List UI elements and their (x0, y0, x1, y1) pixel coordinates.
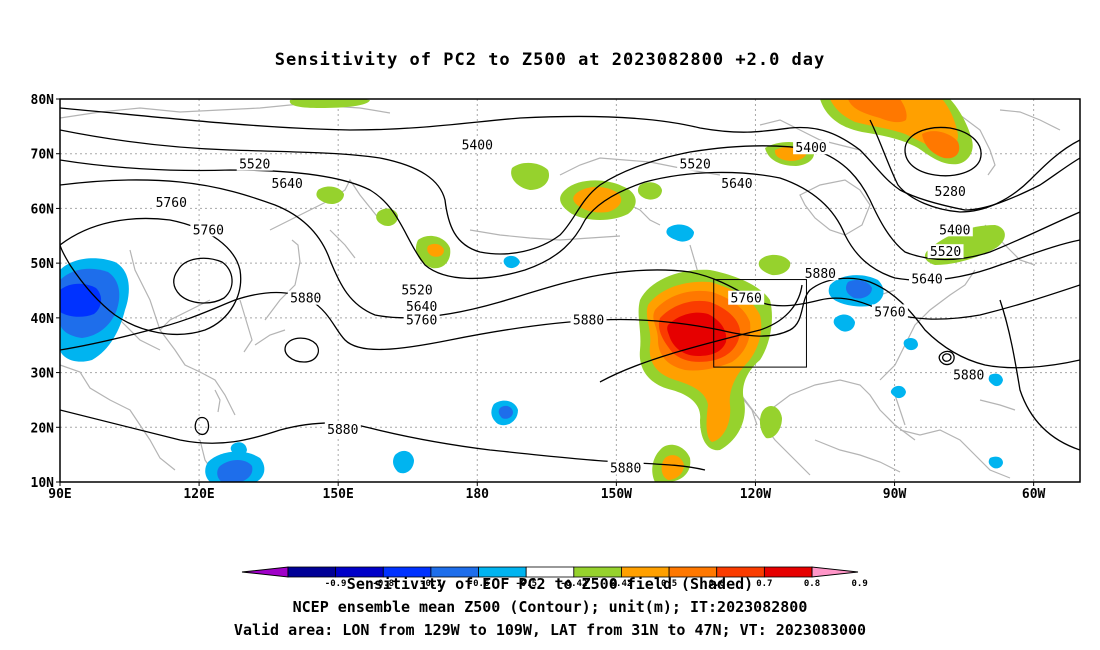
contour-label-bg (677, 156, 714, 171)
contour-label: 5880 (953, 368, 984, 383)
colorbar-label: 0.7 (756, 579, 772, 589)
contour-label: 5640 (406, 300, 437, 315)
contour-label-bg (950, 367, 987, 382)
contour-label: 5760 (731, 292, 762, 307)
colorbar (241, 566, 859, 578)
contour-label: 5880 (573, 314, 604, 329)
contour-label-bg (399, 282, 435, 297)
colorbar-label: 0.42 (611, 579, 633, 589)
footer-line-3: Valid area: LON from 129W to 109W, LAT f… (233, 621, 867, 639)
contour-label: 5880 (327, 423, 358, 438)
footer-line-2: NCEP ensemble mean Z500 (Contour); unit(… (292, 598, 808, 616)
contour-label: 5760 (406, 314, 437, 329)
lon-tick-label: 150W (601, 487, 632, 502)
colorbar-label: -0.7 (420, 579, 442, 589)
contour-label: 5520 (930, 245, 961, 260)
contour-label-bg (802, 266, 839, 281)
contour-label-bg (403, 298, 440, 313)
contour-label: 5520 (680, 158, 711, 173)
lon-tick-label: 180 (466, 487, 490, 502)
contour-label-bg (287, 290, 324, 305)
contour-label-bg (936, 222, 973, 237)
contour-label: 5760 (193, 223, 224, 238)
lat-tick-label: 50N (31, 257, 55, 272)
contour-label: 5400 (462, 139, 493, 154)
contour-label-bg (607, 460, 644, 475)
colorbar-label: -0.8 (372, 579, 394, 589)
colorbar-label: -0.5 (515, 579, 537, 589)
contour-label: 5640 (911, 273, 942, 288)
contour-label: 5760 (156, 196, 187, 211)
contour-label-bg (324, 422, 361, 437)
colorbar-label: 0.8 (804, 579, 820, 589)
contour-label-bg (236, 156, 273, 171)
sensitivity-shading (60, 99, 1005, 482)
valid-area-box (713, 279, 807, 368)
lat-tick-label: 80N (31, 93, 55, 108)
contour-label: 5880 (805, 267, 836, 282)
lon-tick-label: 90E (48, 487, 71, 502)
colorbar-label: -0.6 (468, 579, 490, 589)
lat-tick-label: 40N (31, 312, 55, 327)
contour-label-bg (932, 184, 969, 199)
lat-tick-label: 20N (31, 421, 55, 436)
contour-label: 5640 (721, 177, 752, 192)
contour-label: 5280 (935, 185, 966, 200)
contour-label: 5880 (610, 461, 641, 476)
contour-label: 5640 (272, 177, 303, 192)
contour-label-bg (459, 137, 496, 152)
colorbar-label: 0.6 (709, 579, 725, 589)
contour-label: 5880 (290, 292, 321, 307)
colorbar-label: 0.9 (852, 579, 868, 589)
contour-label-bg (269, 175, 306, 190)
contour-label: 5400 (939, 223, 970, 238)
map-frame (59, 98, 1081, 483)
longitude-labels: 90E 120E 150E 180 150W 120W 90W 60W (48, 482, 1046, 502)
contour-label: 5400 (795, 141, 826, 156)
colorbar-label: -0.9 (325, 579, 347, 589)
colorbar-label: -0.42 (560, 579, 587, 589)
contour-label-bg (909, 271, 945, 286)
contour-label-bg (190, 222, 227, 237)
contour-label-bg (793, 140, 830, 155)
lon-tick-label: 60W (1022, 487, 1046, 502)
lon-tick-label: 120E (183, 487, 214, 502)
contour-label-bg (871, 304, 908, 319)
contour-label-bg (728, 290, 765, 305)
colorbar-right-arrow (811, 566, 859, 578)
plot-title: Sensitivity of PC2 to Z500 at 2023082800… (274, 50, 826, 70)
lon-tick-label: 120W (740, 487, 771, 502)
colorbar-label: 0.5 (661, 579, 677, 589)
contour-label-bg (570, 312, 607, 327)
contour-label-bg (153, 194, 190, 209)
lat-tick-label: 60N (31, 202, 55, 217)
contour-label: 5760 (874, 305, 905, 320)
lat-tick-label: 10N (31, 476, 55, 491)
footer-line-1: Sensitivity of EOF PC2 to Z500 field (Sh… (346, 575, 754, 593)
map-frame-bg (60, 99, 1080, 482)
contour-label-bg (403, 312, 440, 327)
colorbar-labels: -0.9 -0.8 -0.7 -0.6 -0.5 -0.42 0.42 0.5 0.6 0.7 0.… (325, 579, 868, 589)
contour-label: 5520 (239, 158, 270, 173)
latitude-labels: 80N 70N 60N 50N 40N 30N 20N 10N (31, 93, 60, 491)
lat-tick-label: 30N (31, 367, 55, 382)
lat-tick-label: 70N (31, 148, 55, 163)
lon-tick-label: 150E (323, 487, 354, 502)
contour-label-bg (927, 244, 964, 259)
contour-label: 5520 (401, 284, 432, 299)
contour-label-bg (718, 175, 755, 190)
z500-contours (60, 107, 1080, 471)
lon-tick-label: 90W (883, 487, 907, 502)
